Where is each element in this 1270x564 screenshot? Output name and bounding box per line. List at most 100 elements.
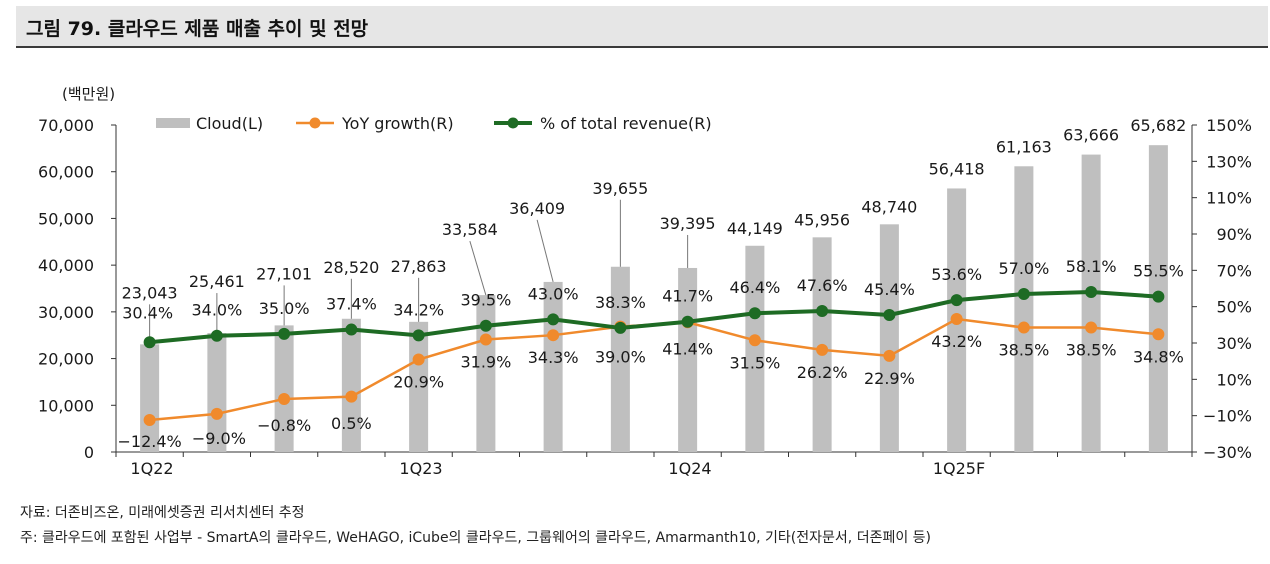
cloud-bar [745, 245, 765, 452]
yoy-growth-label: 31.5% [729, 353, 780, 372]
right-tick-label: 10% [1216, 370, 1252, 389]
share-of-revenue-label: 34.0% [191, 301, 242, 320]
share-of-revenue-point [1152, 290, 1165, 303]
legend-marker-share [507, 117, 519, 129]
left-tick-label: 70,000 [38, 116, 94, 135]
share-of-revenue-point [278, 327, 291, 340]
yoy-growth-label: 0.5% [331, 414, 372, 433]
yoy-growth-label: −0.8% [257, 416, 311, 435]
cloud-bar-label: 39,395 [660, 214, 716, 233]
share-of-revenue-point [345, 323, 358, 336]
share-of-revenue-label: 43.0% [528, 284, 579, 303]
cloud-bar-label: 27,863 [391, 257, 447, 276]
cloud-bar-label: 27,101 [256, 264, 312, 283]
share-of-revenue-label: 34.2% [393, 300, 444, 319]
share-of-revenue-point [547, 313, 560, 326]
legend-marker-yoy [309, 117, 321, 129]
share-of-revenue-line [149, 289, 1159, 345]
share-of-revenue-point [1017, 287, 1030, 300]
left-tick-label: 0 [84, 443, 94, 462]
left-tick-label: 60,000 [38, 163, 94, 182]
yoy-growth-point [210, 407, 223, 420]
share-of-revenue-point [748, 307, 761, 320]
yoy-growth-point [1085, 321, 1098, 334]
cloud-bar-label: 23,043 [122, 283, 178, 302]
cloud-bar-label: 45,956 [794, 210, 850, 229]
yoy-growth-label: 34.3% [528, 348, 579, 367]
left-tick-label: 20,000 [38, 350, 94, 369]
cloud-bar [1014, 166, 1034, 452]
yoy-growth-point [950, 313, 963, 326]
share-of-revenue-label: 53.6% [931, 265, 982, 284]
share-of-revenue-point [883, 309, 896, 322]
right-tick-label: −10% [1203, 407, 1252, 426]
cloud-bar [341, 318, 361, 452]
cloud-bar [610, 266, 630, 452]
cloud-bar-label: 65,682 [1130, 116, 1186, 135]
yoy-growth-point [278, 392, 291, 405]
cloud-bar [409, 321, 429, 452]
cloud-bar-label: 39,655 [592, 179, 648, 198]
share-of-revenue-point [143, 336, 156, 349]
right-tick-label: 90% [1216, 225, 1252, 244]
share-of-revenue-point [1085, 285, 1098, 298]
x-tick-label: 1Q23 [399, 459, 442, 478]
right-tick-label: 30% [1216, 334, 1252, 353]
x-tick-label: 1Q22 [130, 459, 173, 478]
share-of-revenue-label: 58.1% [1066, 257, 1117, 276]
yoy-growth-point [547, 329, 560, 342]
yoy-growth-point [345, 390, 358, 403]
share-of-revenue-point [950, 294, 963, 307]
left-tick-label: 50,000 [38, 209, 94, 228]
yoy-growth-label: 38.5% [1066, 341, 1117, 360]
yoy-growth-label: 22.9% [864, 369, 915, 388]
share-of-revenue-point [412, 329, 425, 342]
right-tick-label: 70% [1216, 261, 1252, 280]
yoy-growth-label: 26.2% [797, 363, 848, 382]
source-note: 자료: 더존비즈온, 미래에셋증권 리서치센터 추정 [20, 505, 305, 521]
share-of-revenue-label: 37.4% [326, 295, 377, 314]
legend-label-share: % of total revenue(R) [540, 114, 712, 133]
cloud-bar [476, 295, 496, 452]
footnote: 주: 클라우드에 포함된 사업부 - SmartA의 클라우드, WeHAGO,… [20, 530, 932, 546]
yoy-growth-point [1152, 328, 1165, 341]
yoy-growth-point [748, 334, 761, 347]
right-tick-label: −30% [1203, 443, 1252, 462]
legend-label-yoy: YoY growth(R) [341, 114, 454, 133]
share-of-revenue-label: 55.5% [1133, 262, 1184, 281]
share-of-revenue-point [681, 315, 694, 328]
yoy-growth-label: 34.8% [1133, 347, 1184, 366]
left-tick-label: 30,000 [38, 303, 94, 322]
yoy-growth-label: 38.5% [998, 341, 1049, 360]
yoy-growth-point [816, 343, 829, 356]
title-bar: 그림 79. 클라우드 제품 매출 추이 및 전망 [16, 6, 1268, 48]
cloud-bar-label: 48,740 [861, 197, 917, 216]
yoy-growth-label: 31.9% [460, 353, 511, 372]
cloud-bar-label: 25,461 [189, 272, 245, 291]
right-tick-label: 110% [1206, 189, 1252, 208]
share-of-revenue-label: 45.4% [864, 280, 915, 299]
cloud-bar-label: 44,149 [727, 219, 783, 238]
bar-label-leader [536, 219, 554, 283]
yoy-growth-label: 20.9% [393, 373, 444, 392]
bar-label-leader [469, 240, 487, 296]
left-tick-label: 10,000 [38, 396, 94, 415]
share-of-revenue-label: 47.6% [797, 276, 848, 295]
share-of-revenue-label: 38.3% [595, 293, 646, 312]
yoy-growth-point [883, 349, 896, 362]
cloud-bar [1081, 154, 1101, 453]
share-of-revenue-label: 39.5% [460, 291, 511, 310]
left-tick-label: 40,000 [38, 256, 94, 275]
share-of-revenue-point [479, 319, 492, 332]
cloud-bar [207, 333, 227, 452]
share-of-revenue-label: 41.7% [662, 287, 713, 306]
share-of-revenue-label: 35.0% [259, 299, 310, 318]
cloud-bar [678, 267, 698, 452]
yoy-growth-label: 43.2% [931, 332, 982, 351]
yoy-growth-label: −12.4% [118, 432, 182, 451]
cloud-bar-label: 33,584 [442, 220, 498, 239]
cloud-bar-label: 56,418 [929, 159, 985, 178]
legend-swatch-cloud [156, 118, 190, 128]
cloud-bar [274, 325, 294, 452]
